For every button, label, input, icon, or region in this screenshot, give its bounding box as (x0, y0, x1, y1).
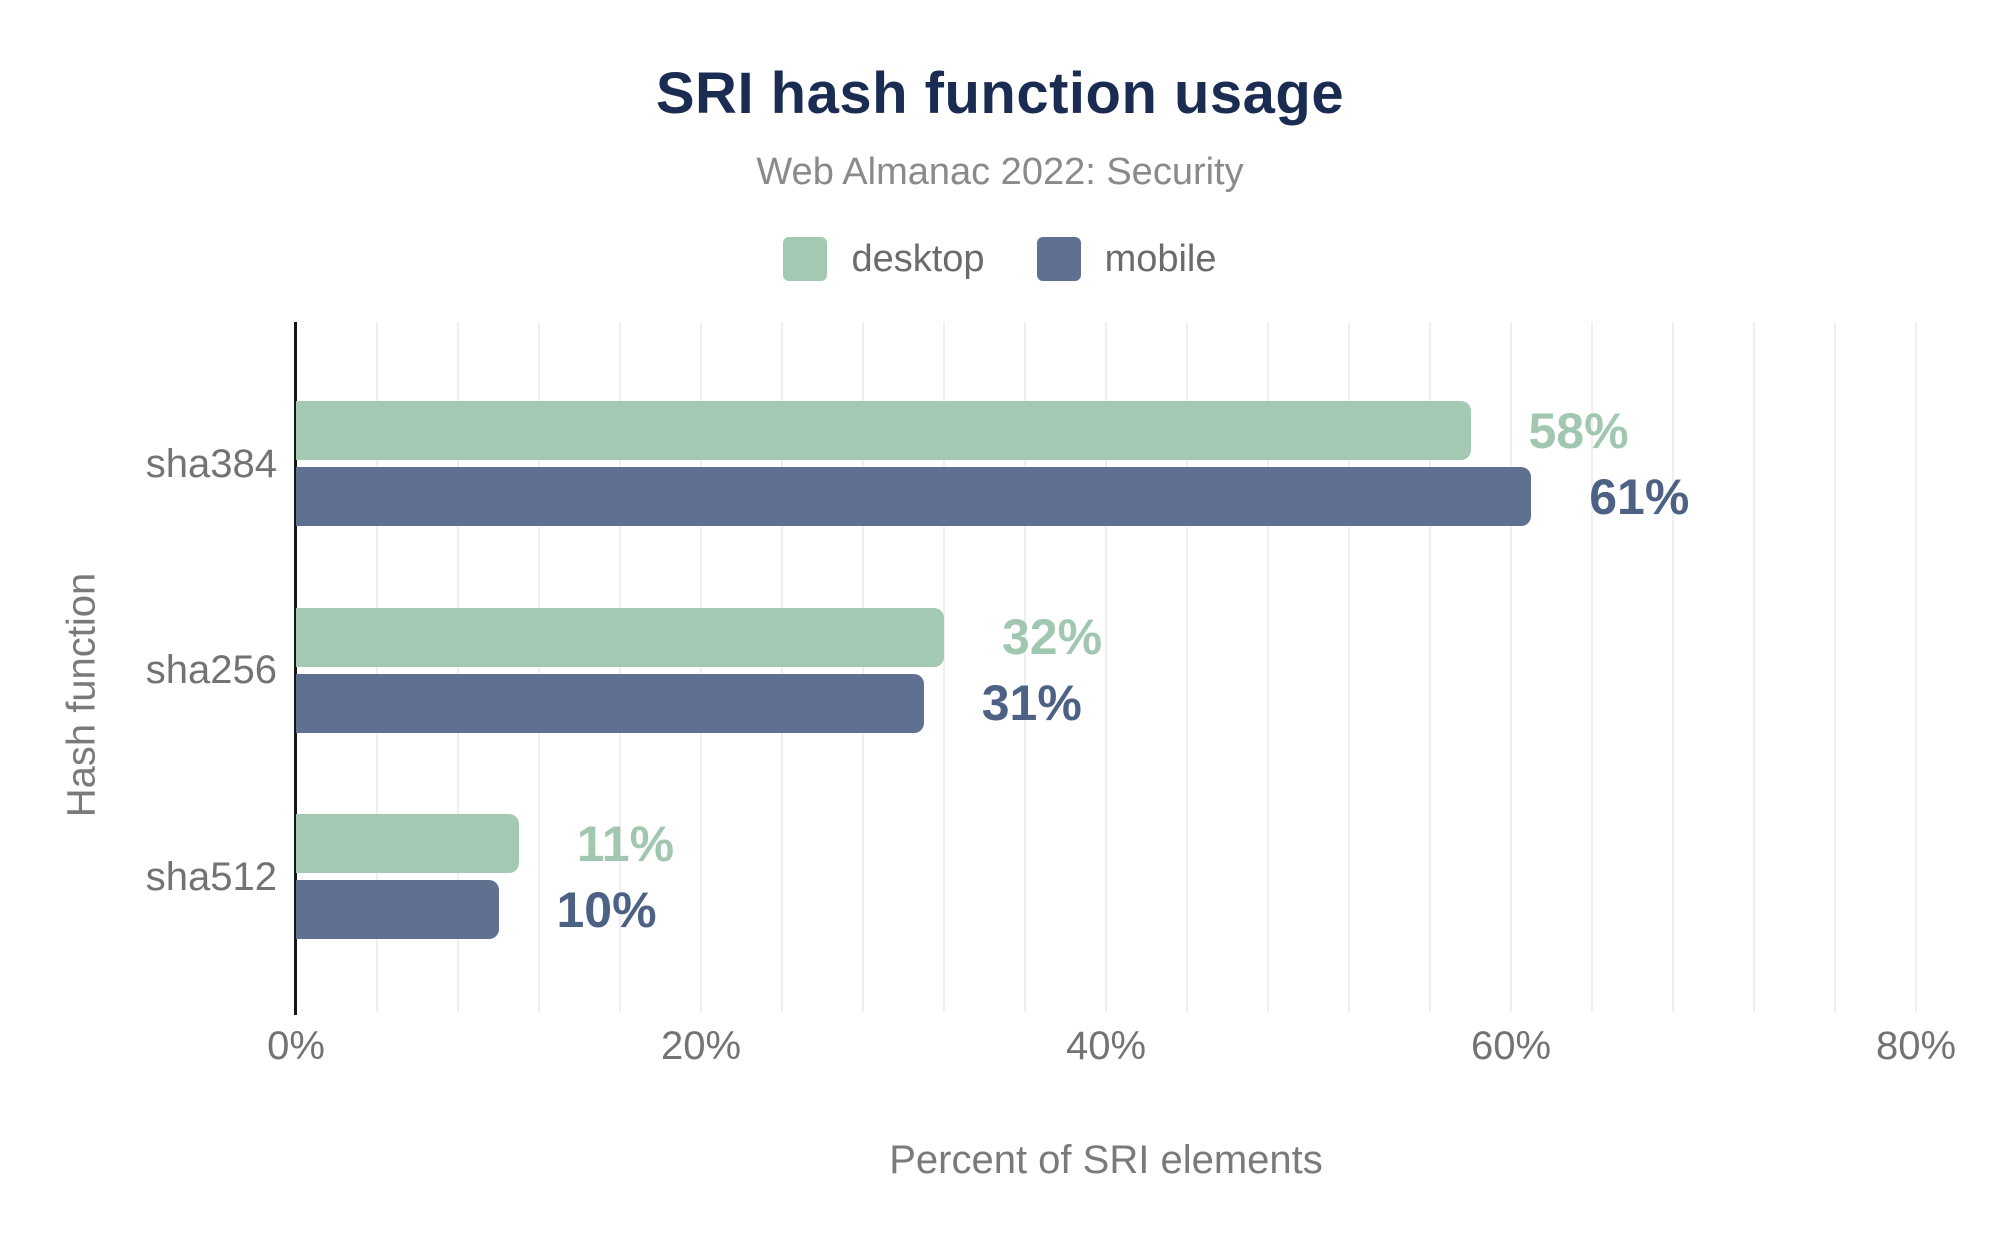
gridline (1186, 322, 1188, 1012)
legend-item-mobile: mobile (1036, 237, 1217, 281)
value-label-sha384-desktop: 58% (1528, 402, 1629, 459)
value-label-sha512-desktop: 11% (576, 815, 675, 872)
gridline (781, 322, 783, 1012)
legend-swatch-desktop (783, 237, 828, 281)
x-tick-40: 40% (1065, 1024, 1147, 1068)
gridline (700, 322, 702, 1012)
y-axis-title: Hash function (59, 572, 104, 818)
category-label-sha512: sha512 (145, 854, 277, 899)
gridline (1348, 322, 1350, 1012)
bar-sha256-desktop (296, 607, 944, 667)
gridline (457, 322, 459, 1012)
x-tick-80: 80% (1875, 1024, 1957, 1068)
value-label-sha256-desktop: 32% (1002, 609, 1103, 665)
gridline (1024, 322, 1026, 1012)
bar-sha256-mobile (296, 673, 924, 733)
value-label-sha256-mobile: 31% (981, 675, 1082, 731)
gridline (862, 322, 864, 1012)
x-tick-60: 60% (1470, 1024, 1552, 1068)
x-axis-title: Percent of SRI elements (889, 1138, 1323, 1182)
bar-sha512-mobile (296, 880, 499, 939)
x-tick-20: 20% (660, 1024, 742, 1068)
plot-area (294, 322, 1960, 1015)
gridline (1753, 322, 1755, 1012)
gridline (1672, 322, 1674, 1012)
gridline (943, 322, 945, 1012)
gridline (1105, 322, 1107, 1012)
value-label-sha512-mobile: 10% (556, 881, 657, 938)
gridline (1267, 322, 1269, 1012)
y-axis-line (294, 322, 297, 1015)
gridline (1429, 322, 1431, 1012)
legend-item-desktop: desktop (783, 237, 985, 281)
gridline (619, 322, 621, 1012)
gridline (376, 322, 378, 1012)
value-label-sha384-mobile: 61% (1589, 468, 1690, 525)
gridline (1510, 322, 1512, 1012)
bar-sha384-desktop (296, 401, 1471, 460)
category-label-sha384: sha384 (145, 441, 277, 486)
x-tick-0: 0% (267, 1024, 325, 1068)
gridline (1834, 322, 1836, 1012)
bar-sha384-mobile (296, 467, 1532, 526)
legend-swatch-mobile (1036, 237, 1081, 281)
legend-label: desktop (851, 237, 985, 280)
legend-label: mobile (1104, 237, 1217, 280)
gridline (1915, 322, 1917, 1012)
gridline (538, 322, 540, 1012)
bar-sha512-desktop (296, 814, 519, 873)
chart-title: SRI hash function usage (655, 61, 1345, 126)
chart-subtitle: Web Almanac 2022: Security (756, 151, 1244, 193)
category-label-sha256: sha256 (145, 648, 277, 692)
gridline (1591, 322, 1593, 1012)
legend: desktop mobile (0, 236, 2000, 282)
